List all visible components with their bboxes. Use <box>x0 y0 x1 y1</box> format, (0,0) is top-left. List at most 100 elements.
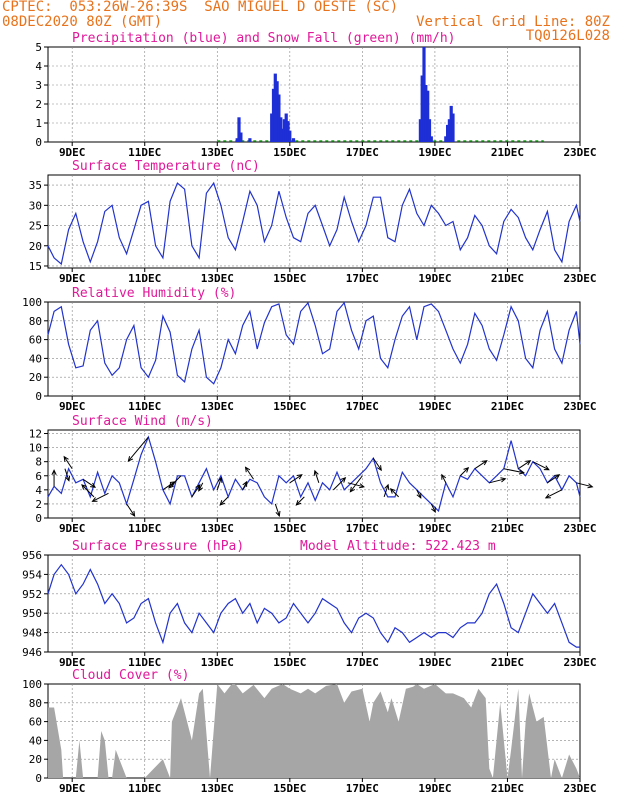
wind-arrow <box>245 467 254 480</box>
wind-arrow <box>64 468 70 481</box>
wind-arrow <box>576 482 593 488</box>
precip-bar <box>449 105 453 142</box>
precip-bar <box>444 136 448 142</box>
precip-bar <box>277 94 281 142</box>
wind-arrow-head <box>91 497 98 502</box>
x-tick-label: 17DEC <box>346 272 379 285</box>
wind-arrow-head <box>525 460 532 466</box>
y-tick-label: 2 <box>35 498 42 511</box>
x-tick-label: 17DEC <box>346 782 379 795</box>
panel-title: Cloud Cover (%) <box>72 668 189 683</box>
x-tick-label: 9DEC <box>59 522 86 535</box>
precip-bar <box>446 124 450 142</box>
precip-bar <box>447 119 451 142</box>
panel-frame <box>47 174 581 269</box>
x-tick-label: 19DEC <box>418 272 451 285</box>
panel-temp: Surface Temperature (nC) 15 20 25 30 35 9DEC 11… <box>29 159 597 285</box>
precip-bar <box>273 73 277 142</box>
wind-arrow-head <box>376 465 382 472</box>
precip-bar <box>291 138 296 142</box>
x-tick-label: 15DEC <box>273 656 306 669</box>
series-line <box>47 181 581 266</box>
x-tick-label: 11DEC <box>128 782 161 795</box>
wind-arrow-head <box>349 486 356 493</box>
x-tick-label: 21DEC <box>491 782 524 795</box>
y-tick-label: 6 <box>35 470 42 483</box>
y-tick-label: 0 <box>35 136 42 149</box>
panel-title: Relative Humidity (%) <box>72 286 236 301</box>
y-tick-label: 20 <box>29 240 42 253</box>
wind-arrow <box>295 496 305 506</box>
x-tick-label: 19DEC <box>418 522 451 535</box>
panel-frame <box>47 301 581 397</box>
wind-arrow-head <box>195 483 201 490</box>
wind-arrow <box>82 478 96 488</box>
wind-arrow <box>430 503 436 513</box>
wind-arrow-head <box>416 492 422 499</box>
header-station: CPTEC: 053:26W-26:39S SAO MIGUEL D OESTE… <box>2 0 399 15</box>
x-tick-label: 9DEC <box>59 146 86 159</box>
x-tick-label: 23DEC <box>563 656 596 669</box>
y-tick-label: 948 <box>22 627 42 640</box>
panel-precip: Precipitation (blue) and Snow Fall (gree… <box>35 31 596 159</box>
y-tick-label: 80 <box>29 315 42 328</box>
wind-arrow-head <box>554 474 561 480</box>
precip-bar <box>275 81 279 142</box>
y-tick-label: 0 <box>35 512 42 525</box>
wind-arrow <box>547 474 560 484</box>
y-tick-label: 956 <box>22 549 42 562</box>
y-tick-label: 950 <box>22 607 42 620</box>
x-tick-label: 11DEC <box>128 146 161 159</box>
x-tick-label: 21DEC <box>491 272 524 285</box>
wind-arrow <box>489 478 506 484</box>
x-tick-label: 11DEC <box>128 656 161 669</box>
wind-arrow-head <box>313 469 319 476</box>
wind-arrow <box>416 489 422 499</box>
wind-arrow <box>168 475 182 489</box>
wind-arrow <box>349 475 363 493</box>
wind-arrow <box>314 470 320 483</box>
y-tick-label: 40 <box>29 352 42 365</box>
wind-arrow-head <box>198 485 204 492</box>
wind-arrow-head <box>358 483 365 489</box>
y-tick-label: 952 <box>22 588 42 601</box>
precip-bar <box>248 138 252 142</box>
x-tick-label: 21DEC <box>491 400 524 413</box>
header-date: 08DEC2020 80Z (GMT) <box>2 14 163 30</box>
panel-frame <box>47 554 581 653</box>
y-tick-label: 15 <box>29 260 42 273</box>
precip-bar <box>422 47 426 142</box>
y-tick-label: 0 <box>35 390 42 403</box>
wind-arrow <box>198 482 204 492</box>
wind-arrow <box>474 460 488 470</box>
wind-arrow <box>242 481 248 491</box>
x-tick-label: 11DEC <box>128 522 161 535</box>
precip-bar <box>426 90 430 142</box>
y-tick-label: 20 <box>29 371 42 384</box>
wind-arrow <box>216 477 222 490</box>
wind-arrow <box>390 488 399 498</box>
wind-arrow-head <box>295 499 302 506</box>
precip-bar <box>429 136 433 142</box>
x-tick-label: 23DEC <box>563 146 596 159</box>
y-tick-label: 954 <box>22 568 42 581</box>
x-tick-label: 9DEC <box>59 400 86 413</box>
wind-arrow-head <box>587 483 594 489</box>
wind-arrow <box>503 468 524 474</box>
y-tick-label: 1 <box>35 117 42 130</box>
wind-arrow-head <box>63 455 69 462</box>
x-tick-label: 23DEC <box>563 782 596 795</box>
y-tick-label: 5 <box>35 41 42 54</box>
y-tick-label: 60 <box>29 334 42 347</box>
wind-arrow <box>126 503 136 517</box>
y-tick-label: 35 <box>29 179 42 192</box>
y-tick-label: 80 <box>29 697 42 710</box>
y-tick-label: 100 <box>22 296 42 309</box>
wind-arrow <box>92 492 109 502</box>
wind-arrow-head <box>384 483 390 490</box>
x-tick-label: 19DEC <box>418 146 451 159</box>
x-tick-label: 13DEC <box>201 522 234 535</box>
precip-bar <box>279 117 283 142</box>
